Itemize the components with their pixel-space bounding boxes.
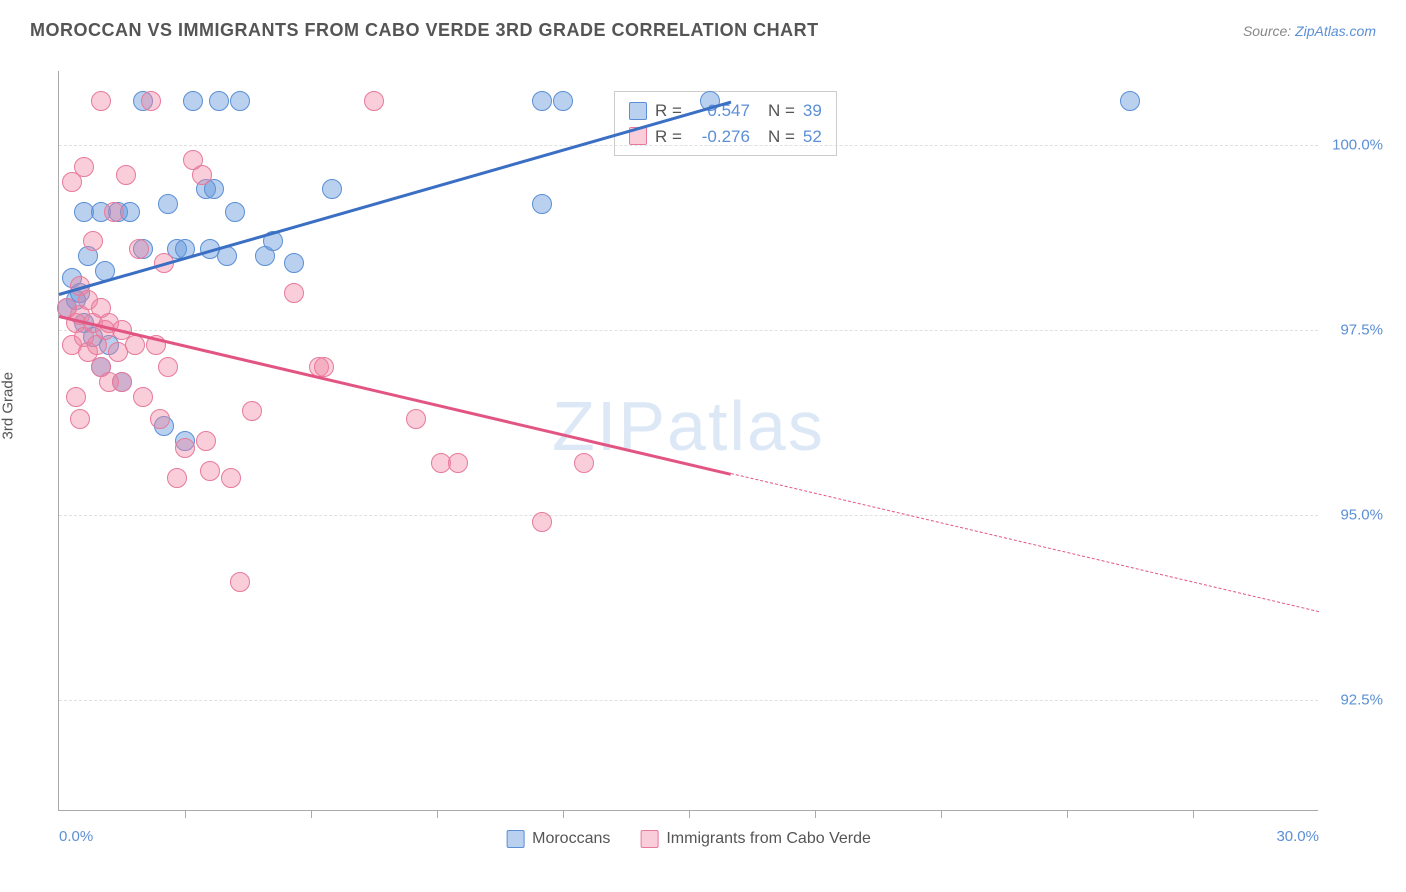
scatter-point — [284, 253, 304, 273]
scatter-point — [104, 202, 124, 222]
scatter-point — [209, 91, 229, 111]
scatter-point — [175, 438, 195, 458]
scatter-point — [1120, 91, 1140, 111]
scatter-point — [230, 572, 250, 592]
x-tick — [1193, 810, 1194, 818]
legend-item: Immigrants from Cabo Verde — [640, 830, 871, 848]
scatter-point — [364, 91, 384, 111]
scatter-point — [532, 512, 552, 532]
scatter-point — [74, 157, 94, 177]
y-tick-label: 95.0% — [1340, 507, 1383, 524]
watermark: ZIPatlas — [552, 386, 825, 466]
x-tick — [437, 810, 438, 818]
chart-title: MOROCCAN VS IMMIGRANTS FROM CABO VERDE 3… — [30, 20, 819, 41]
scatter-point — [221, 468, 241, 488]
scatter-point — [133, 387, 153, 407]
source-link[interactable]: ZipAtlas.com — [1295, 23, 1376, 39]
scatter-point — [314, 357, 334, 377]
n-label: N = — [768, 98, 795, 124]
x-tick — [815, 810, 816, 818]
scatter-point — [284, 283, 304, 303]
series-swatch — [640, 830, 658, 848]
gridline — [59, 700, 1318, 701]
chart-container: 3rd Grade ZIPatlas R =0.547N =39R =-0.27… — [18, 51, 1388, 871]
scatter-point — [141, 91, 161, 111]
scatter-point — [406, 409, 426, 429]
scatter-point — [158, 194, 178, 214]
scatter-point — [192, 165, 212, 185]
gridline — [59, 330, 1318, 331]
source-attribution: Source: ZipAtlas.com — [1243, 23, 1376, 39]
regression-line — [731, 473, 1319, 612]
scatter-point — [230, 91, 250, 111]
x-tick — [1067, 810, 1068, 818]
scatter-point — [553, 91, 573, 111]
scatter-point — [66, 387, 86, 407]
x-tick-label: 0.0% — [59, 828, 93, 845]
scatter-point — [200, 461, 220, 481]
scatter-point — [225, 202, 245, 222]
y-tick-label: 92.5% — [1340, 692, 1383, 709]
scatter-point — [448, 453, 468, 473]
x-tick — [689, 810, 690, 818]
scatter-point — [574, 453, 594, 473]
scatter-point — [532, 91, 552, 111]
scatter-point — [196, 431, 216, 451]
x-tick — [563, 810, 564, 818]
scatter-point — [129, 239, 149, 259]
plot-area: ZIPatlas R =0.547N =39R =-0.276N =52 Mor… — [58, 71, 1318, 811]
scatter-point — [322, 179, 342, 199]
y-axis-label: 3rd Grade — [0, 372, 17, 440]
scatter-point — [83, 231, 103, 251]
scatter-point — [183, 91, 203, 111]
legend-item: Moroccans — [506, 830, 610, 848]
scatter-point — [167, 468, 187, 488]
scatter-point — [116, 165, 136, 185]
series-swatch — [506, 830, 524, 848]
legend-label: Moroccans — [532, 830, 610, 848]
y-tick-label: 100.0% — [1332, 137, 1383, 154]
scatter-point — [150, 409, 170, 429]
x-tick — [941, 810, 942, 818]
x-tick — [185, 810, 186, 818]
legend: Moroccans Immigrants from Cabo Verde — [506, 830, 871, 848]
series-swatch — [629, 102, 647, 120]
y-tick-label: 97.5% — [1340, 322, 1383, 339]
scatter-point — [242, 401, 262, 421]
legend-label: Immigrants from Cabo Verde — [666, 830, 871, 848]
scatter-point — [532, 194, 552, 214]
gridline — [59, 145, 1318, 146]
scatter-point — [91, 91, 111, 111]
scatter-point — [125, 335, 145, 355]
n-value: 39 — [803, 98, 822, 124]
scatter-point — [158, 357, 178, 377]
regression-line — [59, 315, 732, 476]
scatter-point — [112, 372, 132, 392]
scatter-point — [70, 409, 90, 429]
gridline — [59, 515, 1318, 516]
chart-header: MOROCCAN VS IMMIGRANTS FROM CABO VERDE 3… — [0, 0, 1406, 51]
x-tick — [311, 810, 312, 818]
x-tick-label: 30.0% — [1276, 828, 1319, 845]
